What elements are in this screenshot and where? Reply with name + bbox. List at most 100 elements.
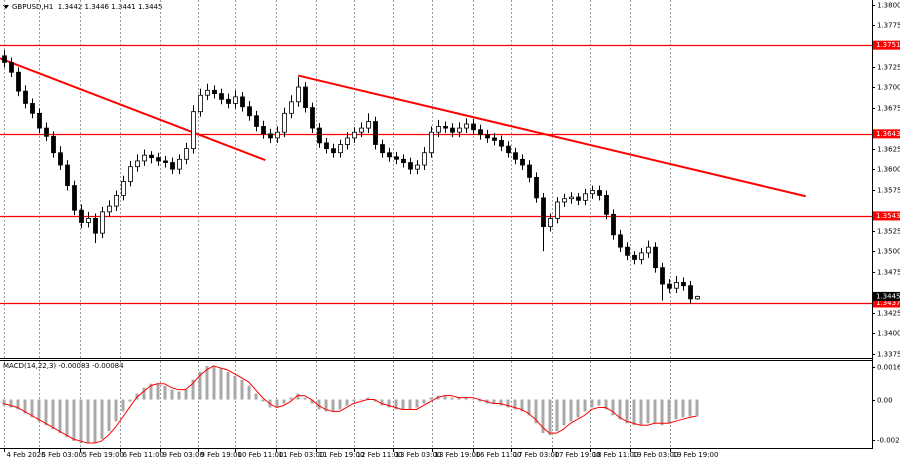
signal-line — [3, 365, 697, 444]
candle-body — [275, 131, 280, 139]
candle-body — [310, 107, 315, 129]
histogram-bar — [30, 399, 34, 418]
histogram-bar — [282, 399, 286, 404]
candle-body — [37, 112, 42, 129]
histogram-bar — [142, 387, 146, 400]
candle-body — [415, 164, 420, 170]
candle-body — [527, 164, 532, 178]
candle-body — [282, 112, 287, 133]
candle-body — [261, 126, 266, 135]
candle-body — [317, 127, 322, 144]
candle-body — [79, 209, 84, 223]
x-tick-label: 13 Feb 19:00 — [435, 451, 481, 459]
histogram-bar — [597, 399, 601, 406]
candle-body — [401, 158, 406, 163]
histogram-bar — [212, 365, 216, 400]
candle-body — [562, 198, 567, 203]
candle-body — [359, 127, 364, 133]
candle-body — [667, 283, 672, 289]
histogram-bar — [289, 397, 293, 400]
histogram-bar — [429, 397, 433, 400]
x-tick-label: 4 Feb 2026 — [7, 451, 47, 459]
histogram-bar — [667, 399, 671, 424]
candle-body — [618, 234, 623, 248]
candle-body — [632, 254, 637, 260]
x-tick-label: 10 Feb 11:00 — [238, 451, 284, 459]
candle-body — [674, 282, 679, 289]
histogram-bar — [618, 399, 622, 420]
histogram-bar — [65, 399, 69, 438]
candle-body — [149, 154, 154, 159]
candle-body — [51, 135, 56, 154]
trend-line — [297, 74, 806, 198]
histogram-bar — [569, 399, 573, 422]
candle-body — [72, 185, 77, 211]
y-tick-label: 1.3725 — [877, 64, 900, 72]
level-label: 1.3543 — [876, 212, 900, 220]
histogram-bar — [506, 399, 510, 408]
histogram-bar — [527, 399, 531, 416]
histogram-bar — [583, 399, 587, 412]
histogram-bar — [44, 399, 48, 426]
histogram-bar — [233, 375, 237, 400]
histogram-bar — [373, 399, 377, 402]
candle-body — [506, 145, 511, 154]
histogram-bar — [198, 371, 202, 400]
histogram-bar — [296, 393, 300, 400]
y-tick-label: 0.00165 — [877, 364, 900, 372]
candle-body — [170, 162, 175, 170]
y-tick-label: 1.3400 — [877, 330, 900, 338]
histogram-bar — [51, 399, 55, 430]
candle-body — [639, 252, 644, 260]
x-tick-label: 9 Feb 03:00 — [163, 451, 204, 459]
histogram-bar — [471, 399, 475, 401]
candle-body — [296, 86, 301, 103]
histogram-bar — [408, 399, 412, 410]
chart-title: GBPUSD,H1 1.3442 1.3446 1.3441 1.3445 — [12, 3, 162, 11]
candle-body — [457, 127, 462, 133]
candle-body — [30, 103, 35, 114]
histogram-bar — [457, 397, 461, 400]
histogram-bar — [79, 399, 83, 444]
candle-body — [695, 296, 700, 300]
x-tick-label: 13 Feb 03:00 — [396, 451, 442, 459]
x-tick-label: 16 Feb 11:00 — [476, 451, 522, 459]
candle-body — [548, 218, 553, 228]
histogram-bar — [184, 389, 188, 400]
candle-body — [86, 218, 91, 223]
candle-body — [611, 213, 616, 236]
histogram-bar — [219, 367, 223, 400]
candle-body — [128, 166, 133, 182]
candle-body — [93, 218, 98, 234]
histogram-bar — [240, 379, 244, 400]
histogram-bar — [674, 399, 678, 420]
candle-body — [471, 123, 476, 131]
candle-body — [485, 134, 490, 139]
candle-body — [142, 154, 147, 162]
histogram-bar — [331, 399, 335, 412]
histogram-bar — [107, 399, 111, 432]
histogram-bar — [548, 399, 552, 436]
candle-body — [422, 152, 427, 166]
candle-body — [583, 193, 588, 201]
candle-body — [254, 115, 259, 127]
candle-body — [338, 144, 343, 154]
x-tick-label: 17 Feb 03:00 — [514, 451, 560, 459]
y-tick-label: 1.3800 — [877, 2, 900, 10]
histogram-bar — [604, 399, 608, 410]
level-label-bg — [873, 129, 900, 139]
histogram-bar — [625, 399, 629, 424]
histogram-bar — [611, 399, 615, 416]
histogram-bar — [359, 399, 363, 401]
y-tick-label: 1.3475 — [877, 269, 900, 277]
x-tick-label: 11 Feb 19:00 — [319, 451, 365, 459]
histogram-bar — [345, 399, 349, 406]
candle-body — [58, 152, 63, 166]
histogram-bar — [261, 399, 265, 402]
candle-body — [268, 133, 273, 139]
candle-body — [625, 246, 630, 256]
level-label-bg — [873, 298, 900, 308]
